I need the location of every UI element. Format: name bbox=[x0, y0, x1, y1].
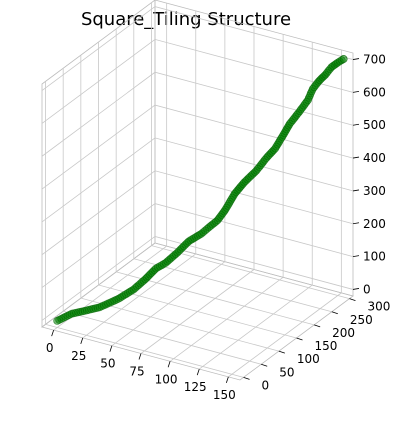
y-tick-mark bbox=[243, 376, 250, 380]
x-tick-mark bbox=[80, 337, 84, 345]
y-gridline bbox=[62, 68, 262, 365]
grid-lines bbox=[41, 2, 354, 378]
x-tick-label: 0 bbox=[46, 341, 54, 355]
z-tick-label: 200 bbox=[363, 217, 386, 231]
y-gridline bbox=[151, 2, 350, 300]
chart-title: Square_Tiling Structure bbox=[81, 9, 291, 30]
y-gridline bbox=[80, 55, 279, 352]
z-tick-mark bbox=[352, 288, 360, 290]
x-tick-label: 100 bbox=[155, 372, 178, 386]
y-gridline bbox=[133, 15, 332, 313]
y-gridline bbox=[115, 28, 315, 326]
left-back-pane bbox=[41, 0, 156, 328]
z-tick-label: 700 bbox=[363, 53, 386, 67]
x-tick-mark bbox=[225, 376, 229, 384]
y-tick-label: 300 bbox=[367, 300, 390, 314]
axis-panes bbox=[41, 0, 354, 381]
x-tick-label: 50 bbox=[100, 357, 115, 371]
y-tick-mark bbox=[296, 337, 303, 341]
z-gridline bbox=[41, 137, 354, 223]
z-tick-mark bbox=[352, 255, 360, 257]
x-gridline bbox=[169, 34, 284, 362]
data-point bbox=[339, 55, 348, 63]
x-tick-label: 25 bbox=[71, 349, 86, 363]
y-tick-label: 100 bbox=[297, 352, 320, 366]
z-gridline bbox=[41, 235, 354, 321]
z-tick-label: 400 bbox=[363, 151, 386, 165]
y-tick-label: 150 bbox=[315, 339, 338, 353]
y-tick-label: 50 bbox=[279, 365, 294, 379]
data-points bbox=[53, 55, 348, 325]
x-tick-mark bbox=[138, 353, 142, 360]
y-tick-label: 0 bbox=[262, 378, 270, 392]
y-tick-label: 200 bbox=[332, 326, 355, 340]
x-tick-mark bbox=[109, 345, 113, 352]
z-tick-label: 100 bbox=[363, 250, 386, 264]
z-tick-label: 600 bbox=[363, 85, 386, 99]
x-gridline bbox=[53, 3, 168, 331]
z-tick-mark bbox=[352, 91, 360, 93]
z-gridline bbox=[41, 203, 354, 288]
x-tick-mark bbox=[51, 329, 55, 337]
z-gridline bbox=[41, 38, 354, 124]
z-tick-label: 500 bbox=[363, 118, 386, 132]
x-gridline bbox=[140, 26, 255, 354]
y-tick-mark bbox=[261, 363, 268, 367]
y-tick-mark bbox=[349, 298, 356, 302]
y-tick-mark bbox=[278, 350, 285, 354]
x-tick-label: 75 bbox=[129, 365, 144, 379]
z-tick-label: 300 bbox=[363, 184, 386, 198]
right-back-pane bbox=[154, 0, 354, 297]
x-gridline bbox=[228, 49, 342, 378]
y-tick-mark bbox=[314, 324, 321, 328]
z-gridline bbox=[41, 6, 354, 91]
x-gridline bbox=[198, 42, 313, 370]
z-tick-mark bbox=[352, 222, 360, 225]
z-tick-mark bbox=[352, 123, 360, 126]
x-tick-mark bbox=[196, 368, 200, 376]
x-tick-mark bbox=[167, 361, 171, 368]
x-tick-label: 125 bbox=[184, 380, 207, 394]
z-tick-label: 0 bbox=[363, 282, 371, 296]
z-gridline bbox=[41, 104, 354, 190]
z-gridline bbox=[41, 71, 354, 157]
x-gridline bbox=[111, 18, 226, 347]
z-tick-mark bbox=[352, 189, 360, 192]
y-gridline bbox=[45, 81, 244, 378]
z-gridline bbox=[41, 170, 354, 256]
axis-ticks: 0255075100125150050100150200250300010020… bbox=[46, 53, 391, 402]
x-gridline bbox=[82, 10, 197, 339]
x-tick-label: 150 bbox=[213, 388, 236, 402]
y-tick-label: 250 bbox=[350, 313, 373, 327]
z-tick-mark bbox=[352, 156, 360, 159]
z-tick-mark bbox=[352, 58, 360, 60]
y-tick-mark bbox=[331, 311, 338, 315]
y-gridline bbox=[98, 42, 297, 339]
